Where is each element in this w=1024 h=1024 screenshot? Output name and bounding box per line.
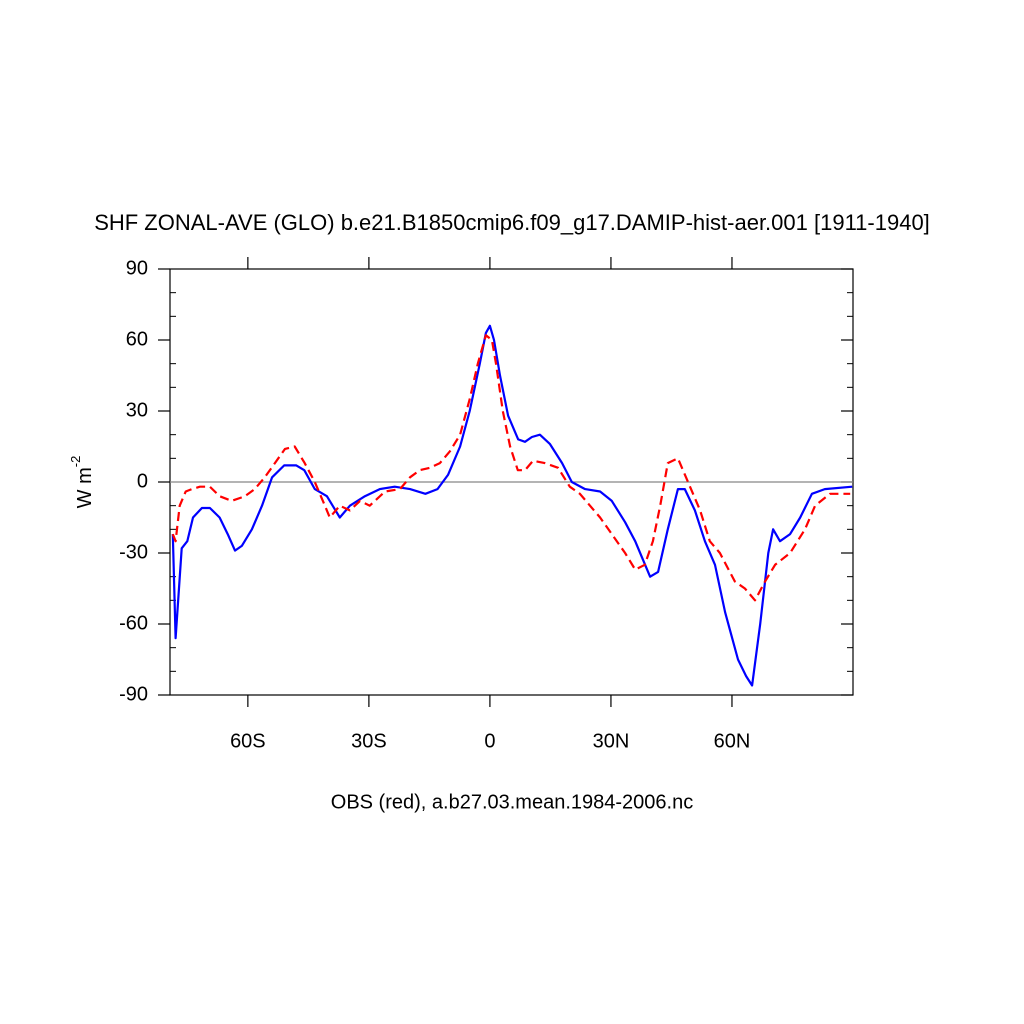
y-tick-label: 90 xyxy=(126,257,148,279)
x-tick-label: 30N xyxy=(593,730,630,752)
chart-title: SHF ZONAL-AVE (GLO) b.e21.B1850cmip6.f09… xyxy=(94,210,930,235)
series-line xyxy=(171,324,853,687)
x-tick-label: 0 xyxy=(484,730,495,752)
y-tick-label: 30 xyxy=(126,399,148,421)
y-axis-label: W m-2 xyxy=(68,456,96,509)
y-tick-label: 60 xyxy=(126,328,148,350)
y-tick-label: -90 xyxy=(119,683,148,705)
x-tick-label: 60N xyxy=(714,730,751,752)
y-tick-label: -30 xyxy=(119,541,148,563)
series-line xyxy=(171,334,851,602)
y-tick-label: -60 xyxy=(119,612,148,634)
x-tick-label: 30S xyxy=(351,730,387,752)
x-axis-label: OBS (red), a.b27.03.mean.1984-2006.nc xyxy=(331,791,693,813)
x-tick-label: 60S xyxy=(230,730,266,752)
y-label-text: W m xyxy=(74,467,96,508)
y-tick-label: 0 xyxy=(137,470,148,492)
y-label-exponent: -2 xyxy=(68,456,83,468)
